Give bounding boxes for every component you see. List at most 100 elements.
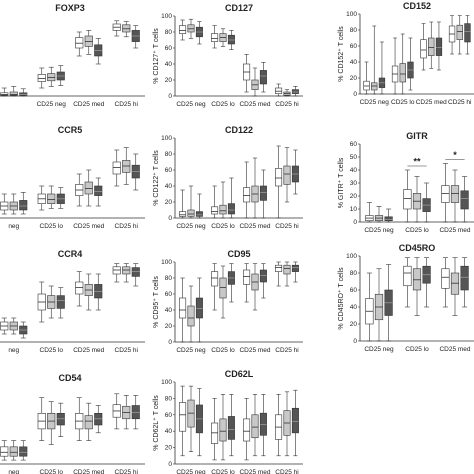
box-body <box>227 203 235 215</box>
box <box>219 181 227 219</box>
box-body <box>47 193 56 204</box>
y-tick-label: 20 <box>350 75 358 82</box>
box <box>9 193 18 215</box>
box <box>450 257 460 316</box>
box <box>374 206 384 223</box>
box-body <box>275 168 283 187</box>
y-tick-label: 20 <box>165 199 173 206</box>
category-label: CD25 lo <box>211 347 235 354</box>
box-body <box>283 165 291 185</box>
category-label: CD25 neg <box>364 227 394 234</box>
box <box>403 169 412 223</box>
box <box>112 149 121 187</box>
box-body <box>441 185 450 203</box>
box <box>219 265 227 319</box>
y-tick-label: 80 <box>350 27 358 34</box>
box <box>412 257 422 316</box>
box <box>371 25 378 95</box>
panel-cd54: CD54 neg CD25 lo CD25 med CD25 hi <box>0 373 145 474</box>
category-label: CD25 med <box>439 227 470 234</box>
box-body <box>283 264 291 275</box>
box <box>179 385 187 457</box>
category-label: CD25 lo <box>40 469 64 474</box>
box <box>283 89 291 97</box>
category-label: neg <box>8 223 19 230</box>
y-tick-label: 40 <box>350 304 358 311</box>
y-tick-label: 60 <box>350 43 358 50</box>
category-label: CD25 neg <box>176 347 206 354</box>
box-body <box>259 412 267 436</box>
box-body <box>187 305 195 327</box>
box-body <box>0 446 9 457</box>
box <box>251 393 259 457</box>
category-label: CD25 lo <box>40 223 64 230</box>
y-tick-label: 80 <box>165 395 173 402</box>
box <box>19 88 28 97</box>
box <box>251 263 259 311</box>
box <box>9 440 18 461</box>
box-body <box>460 190 469 210</box>
box <box>94 38 103 65</box>
category-label: CD25 neg <box>176 469 206 474</box>
panel-cd45ro: CD45RO % CD45RO⁺ T cells 0 20 40 60 80 100 CD25 … <box>337 243 474 353</box>
category-label: neg <box>8 469 19 474</box>
y-tick-label: 20 <box>165 323 173 330</box>
y-tick-label: 50 <box>350 154 358 161</box>
box <box>291 86 299 97</box>
y-tick-label: 40 <box>165 307 173 314</box>
y-tick-label: 0 <box>353 91 357 98</box>
category-label: CD25 lo <box>211 101 235 108</box>
y-tick-label: 20 <box>165 77 173 84</box>
box <box>291 261 299 283</box>
box <box>47 401 56 445</box>
panel-foxp3: FOXP3 CD25 neg CD25 med CD25 hi <box>0 3 145 108</box>
box <box>251 157 259 219</box>
category-label: CD25 hi <box>275 469 298 474</box>
category-label: CD25 med <box>73 469 104 474</box>
category-label: CD25 med <box>439 346 470 353</box>
box <box>243 263 251 303</box>
y-tick-label: 20 <box>350 321 358 328</box>
panel-title: CD95 <box>227 249 250 259</box>
category-label: CD25 med <box>239 347 270 354</box>
box <box>37 397 46 441</box>
y-tick-label: 40 <box>165 61 173 68</box>
box-body <box>243 418 251 442</box>
box <box>275 145 283 219</box>
box-body <box>243 269 251 285</box>
box <box>56 287 65 319</box>
category-label: CD25 lo <box>391 99 415 106</box>
box <box>243 54 251 93</box>
box <box>283 147 291 203</box>
box <box>84 169 93 207</box>
box <box>227 30 235 50</box>
box-body <box>56 295 65 309</box>
category-label: CD25 lo <box>405 346 429 353</box>
y-tick-label: 100 <box>346 253 357 260</box>
box <box>84 402 93 441</box>
y-tick-label: 0 <box>168 339 172 346</box>
y-tick-label: 20 <box>350 193 358 200</box>
y-tick-label: 60 <box>165 291 173 298</box>
y-tick-label: 10 <box>350 206 358 213</box>
box <box>219 393 227 461</box>
box <box>112 393 121 430</box>
y-tick-label: 0 <box>168 93 172 100</box>
category-label: CD25 neg <box>37 101 67 108</box>
box <box>195 21 203 45</box>
box <box>275 393 283 457</box>
category-label: CD25 hi <box>115 101 138 108</box>
panel-cd122: CD122 % CD122⁺ T cells 0 20 40 60 80 100 CD25 ne… <box>152 125 303 230</box>
box <box>122 147 131 185</box>
category-label: CD25 med <box>73 101 104 108</box>
box <box>0 317 9 335</box>
box <box>378 41 386 95</box>
y-tick-label: 80 <box>165 29 173 36</box>
box-body <box>219 418 227 442</box>
y-tick-label: 100 <box>161 379 172 386</box>
box-body <box>179 297 187 319</box>
box-body <box>456 24 463 40</box>
box-body <box>84 415 93 430</box>
box-body <box>19 446 28 457</box>
